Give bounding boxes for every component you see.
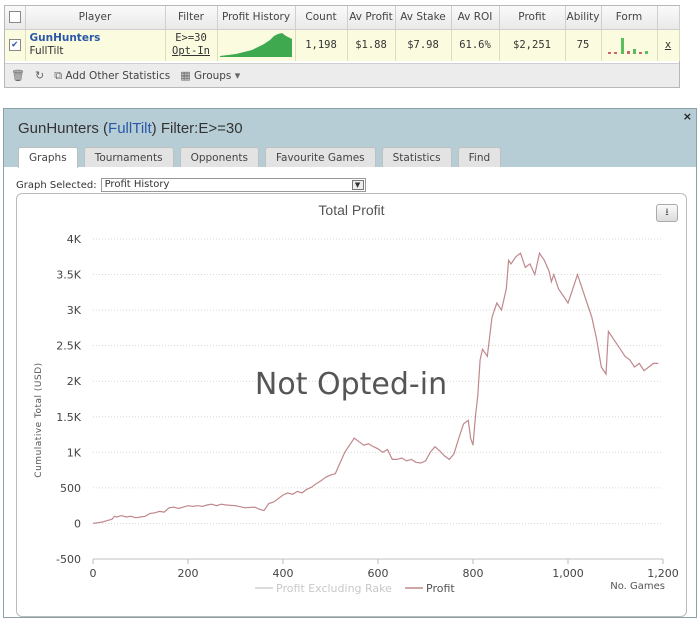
x-tick-label: 1,000 bbox=[552, 567, 584, 580]
y-tick-label: 2K bbox=[67, 375, 82, 388]
av-roi-cell: 61.6% bbox=[451, 29, 500, 61]
x-axis-ticks: 0 200 400 600 800 1,000 1,200 bbox=[90, 558, 679, 580]
x-tick-label: 400 bbox=[273, 567, 294, 580]
column-header-av-roi[interactable]: Av ROI bbox=[451, 6, 500, 30]
filter-value: E>=30 bbox=[175, 32, 207, 44]
form-cell bbox=[601, 29, 658, 61]
av-profit-cell: $1.88 bbox=[347, 29, 396, 61]
window-site-link[interactable]: FullTilt bbox=[108, 120, 152, 137]
legend-label-profit[interactable]: Profit bbox=[426, 582, 455, 595]
remove-row-cell[interactable]: x bbox=[657, 29, 680, 61]
add-other-statistics-button[interactable]: ⧉ Add Other Statistics bbox=[54, 69, 170, 83]
graph-selector: Graph Selected: Profit History ▼ bbox=[16, 178, 366, 192]
column-header-count[interactable]: Count bbox=[295, 6, 348, 30]
row-checkbox-cell[interactable]: ✔ bbox=[5, 29, 26, 61]
graph-select-value: Profit History bbox=[104, 179, 170, 190]
remove-row-button[interactable]: x bbox=[664, 39, 672, 51]
table-row[interactable]: ✔ GunHunters FullTilt E>=30 Opt-In 1,198… bbox=[5, 29, 680, 61]
column-header-profit-history[interactable]: Profit History bbox=[217, 6, 296, 30]
legend: Profit Excluding Rake Profit bbox=[255, 582, 455, 595]
y-axis-label: Cumulative Total (USD) bbox=[34, 362, 44, 477]
column-header-av-profit[interactable]: Av Profit bbox=[347, 6, 396, 30]
window-filter: Filter:E>=30 bbox=[160, 120, 243, 137]
filter-cell: E>=30 Opt-In bbox=[165, 29, 218, 61]
column-header-player[interactable]: Player bbox=[25, 6, 166, 30]
refresh-icon[interactable]: ↻ bbox=[34, 69, 45, 82]
player-grid: Player Filter Profit History Count Av Pr… bbox=[4, 5, 680, 88]
profit-history-sparkline bbox=[220, 32, 292, 57]
y-tick-label: 2.5K bbox=[56, 340, 81, 353]
column-header-filter[interactable]: Filter bbox=[165, 6, 218, 30]
window-player-name: GunHunters bbox=[18, 120, 99, 137]
column-header-profit[interactable]: Profit bbox=[499, 6, 566, 30]
column-header-av-stake[interactable]: Av Stake bbox=[395, 6, 452, 30]
count-cell: 1,198 bbox=[295, 29, 348, 61]
tab-favourite-games[interactable]: Favourite Games bbox=[264, 147, 376, 167]
x-tick-label: 600 bbox=[368, 567, 389, 580]
tab-graphs[interactable]: Graphs bbox=[18, 147, 78, 168]
column-header-form[interactable]: Form bbox=[601, 6, 658, 30]
player-cell: GunHunters FullTilt bbox=[25, 29, 166, 61]
groups-dropdown[interactable]: ▦ Groups ▾ bbox=[180, 69, 240, 82]
y-tick-label: 1K bbox=[67, 446, 82, 459]
y-tick-label: -500 bbox=[56, 553, 81, 566]
not-opted-in-overlay: Not Opted-in bbox=[255, 367, 447, 402]
y-tick-label: 3K bbox=[67, 304, 82, 317]
player-stats-window: GunHunters (FullTilt) Filter:E>=30 × Gra… bbox=[3, 108, 697, 618]
y-tick-label: 500 bbox=[60, 482, 81, 495]
add-other-statistics-label: Add Other Statistics bbox=[65, 69, 171, 82]
series-line-profit bbox=[92, 251, 659, 524]
graph-selected-label: Graph Selected: bbox=[16, 179, 97, 191]
player-site: FullTilt bbox=[29, 45, 64, 57]
row-checkbox[interactable]: ✔ bbox=[8, 39, 21, 51]
opt-in-link[interactable]: Opt-In bbox=[172, 45, 210, 57]
groups-icon: ▦ bbox=[180, 69, 191, 82]
x-tick-label: 0 bbox=[90, 567, 97, 580]
y-tick-label: 1.5K bbox=[56, 411, 81, 424]
chevron-down-icon[interactable]: ▼ bbox=[351, 180, 364, 190]
window-title: GunHunters (FullTilt) Filter:E>=30 bbox=[18, 120, 243, 137]
profit-history-sparkline-cell bbox=[217, 29, 296, 61]
tab-statistics[interactable]: Statistics bbox=[381, 147, 452, 167]
tab-tournaments[interactable]: Tournaments bbox=[83, 147, 174, 167]
close-icon[interactable]: × bbox=[682, 110, 692, 123]
table-header-row: Player Filter Profit History Count Av Pr… bbox=[5, 6, 680, 30]
av-stake-cell: $7.98 bbox=[395, 29, 452, 61]
grid-toolbar: 🗑 ↻ ⧉ Add Other Statistics ▦ Groups ▾ bbox=[5, 63, 679, 87]
form-bars bbox=[608, 37, 648, 54]
y-axis-ticks: -500 0 500 1K 1.5K 2K 2.5K 3K 3.5K 4K bbox=[56, 233, 82, 566]
player-table: Player Filter Profit History Count Av Pr… bbox=[5, 6, 680, 61]
legend-label-profit-excluding-rake[interactable]: Profit Excluding Rake bbox=[276, 582, 392, 595]
chevron-down-icon: ▾ bbox=[234, 69, 241, 82]
graph-select-dropdown[interactable]: Profit History ▼ bbox=[100, 178, 366, 192]
chart-title: Total Profit bbox=[318, 202, 385, 218]
x-tick-label: 800 bbox=[463, 567, 484, 580]
select-all-checkbox-cell[interactable] bbox=[5, 6, 26, 30]
y-tick-label: 3.5K bbox=[56, 269, 81, 282]
add-window-icon: ⧉ bbox=[54, 68, 63, 82]
tab-find[interactable]: Find bbox=[457, 147, 502, 167]
groups-label: Groups bbox=[193, 70, 232, 82]
column-header-ability[interactable]: Ability bbox=[565, 6, 602, 30]
x-tick-label: 200 bbox=[178, 567, 199, 580]
y-tick-label: 4K bbox=[67, 233, 82, 246]
x-tick-label: 1,200 bbox=[647, 567, 679, 580]
profit-cell: $2,251 bbox=[499, 29, 566, 61]
trash-icon[interactable]: 🗑 bbox=[11, 69, 25, 82]
tab-opponents[interactable]: Opponents bbox=[179, 147, 259, 167]
x-axis-label: No. Games bbox=[610, 581, 665, 592]
player-name-link[interactable]: GunHunters bbox=[29, 32, 101, 44]
window-header: GunHunters (FullTilt) Filter:E>=30 × Gra… bbox=[4, 109, 696, 168]
y-tick-label: 0 bbox=[74, 517, 81, 530]
window-tabs: Graphs Tournaments Opponents Favourite G… bbox=[18, 147, 502, 168]
profit-chart: -500 0 500 1K 1.5K 2K 2.5K 3K 3.5K 4K 0 200 400 600 8… bbox=[34, 233, 679, 595]
select-all-checkbox[interactable] bbox=[8, 11, 21, 24]
download-icon[interactable]: ⭳ bbox=[656, 204, 678, 222]
ability-cell: 75 bbox=[565, 29, 602, 61]
column-header-actions bbox=[657, 6, 680, 30]
chart-container: Total Profit ⭳ -500 0 500 1K 1.5K 2K 2.5K 3K 3.5… bbox=[16, 193, 687, 617]
